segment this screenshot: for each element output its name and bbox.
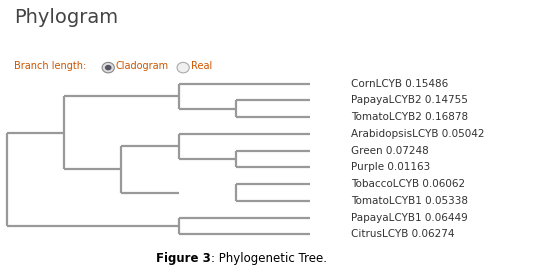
Text: : Phylogenetic Tree.: : Phylogenetic Tree. [211,252,327,265]
Text: CornLCYB 0.15486: CornLCYB 0.15486 [351,78,448,89]
Text: ArabidopsisLCYB 0.05042: ArabidopsisLCYB 0.05042 [351,129,485,139]
Text: CitrusLCYB 0.06274: CitrusLCYB 0.06274 [351,229,454,240]
Text: Branch length:: Branch length: [14,61,86,71]
Text: TomatoLCYB1 0.05338: TomatoLCYB1 0.05338 [351,196,468,206]
Text: PapayaLCYB2 0.14755: PapayaLCYB2 0.14755 [351,95,468,105]
Text: Real: Real [191,61,212,71]
Text: Purple 0.01163: Purple 0.01163 [351,162,430,172]
Text: TomatoLCYB2 0.16878: TomatoLCYB2 0.16878 [351,112,468,122]
Text: TobaccoLCYB 0.06062: TobaccoLCYB 0.06062 [351,179,465,189]
Text: PapayaLCYB1 0.06449: PapayaLCYB1 0.06449 [351,213,467,223]
Text: Phylogram: Phylogram [14,8,118,27]
Text: Green 0.07248: Green 0.07248 [351,146,428,156]
Text: Figure 3: Figure 3 [156,252,211,265]
Text: Cladogram: Cladogram [116,61,169,71]
